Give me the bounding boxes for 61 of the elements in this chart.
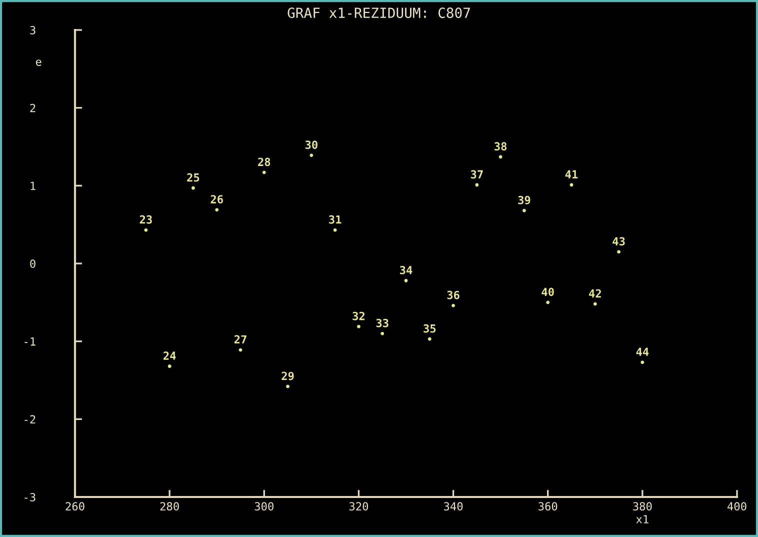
x-tick-label: 280: [160, 502, 179, 511]
annotation: 30: [305, 140, 318, 149]
point: [570, 183, 574, 187]
point: [404, 278, 408, 282]
point: [168, 364, 172, 368]
x-tick-label: 360: [538, 502, 558, 511]
annotation: 27: [234, 335, 246, 344]
point: [380, 332, 384, 336]
point: [192, 186, 195, 190]
annotation: 28: [258, 158, 270, 166]
point: [144, 228, 148, 232]
annotation: 29: [282, 372, 294, 380]
annotation: 40: [542, 288, 554, 296]
x-tick-label: 320: [349, 502, 368, 511]
point: [617, 250, 620, 254]
point: [593, 302, 597, 306]
annotation: 24: [164, 352, 176, 360]
annotation: 25: [187, 173, 200, 182]
y-tick-label: 0: [30, 260, 36, 268]
chart-title: GRAF x1-REZIDUUM: C807: [288, 8, 470, 18]
point: [357, 324, 360, 328]
x-tick-label: 260: [66, 502, 84, 511]
annotation: 35: [424, 324, 436, 333]
point: [238, 348, 242, 352]
annotation: 39: [518, 196, 530, 204]
annotation: 23: [140, 215, 152, 224]
annotation: 36: [447, 290, 460, 300]
annotation: 37: [470, 170, 483, 179]
y-axis-title: e: [36, 60, 42, 66]
annotation: 26: [210, 195, 223, 204]
annotation: 41: [565, 170, 578, 178]
annotation: 32: [352, 312, 364, 320]
y-tick-label: -2: [24, 415, 36, 424]
point: [215, 208, 219, 212]
point: [310, 154, 314, 158]
annotation: 33: [376, 318, 388, 328]
y-tick-label: 3: [30, 26, 36, 34]
annotation: 42: [589, 289, 601, 298]
x-axis-title: x1: [636, 515, 648, 524]
y-tick-label: 2: [30, 104, 36, 112]
point: [546, 300, 550, 304]
x-tick-label: 340: [444, 502, 463, 511]
y-tick-label: -1: [24, 337, 36, 346]
point: [522, 208, 526, 212]
y-tick-label: -3: [24, 493, 36, 502]
point: [452, 304, 455, 308]
x-tick-label: 380: [633, 502, 652, 511]
annotation: 44: [636, 348, 649, 356]
point: [286, 384, 290, 388]
x-tick-label: 400: [728, 502, 746, 511]
annotation: 43: [612, 237, 625, 246]
x-tick-label: 300: [254, 502, 274, 511]
annotation: 31: [329, 215, 342, 224]
point: [498, 155, 502, 159]
point: [475, 183, 479, 187]
point: [262, 170, 266, 174]
annotation: 34: [400, 266, 412, 274]
point: [428, 337, 432, 341]
annotation: 38: [494, 142, 507, 151]
point: [640, 360, 644, 364]
y-tick-label: 1: [30, 182, 36, 190]
